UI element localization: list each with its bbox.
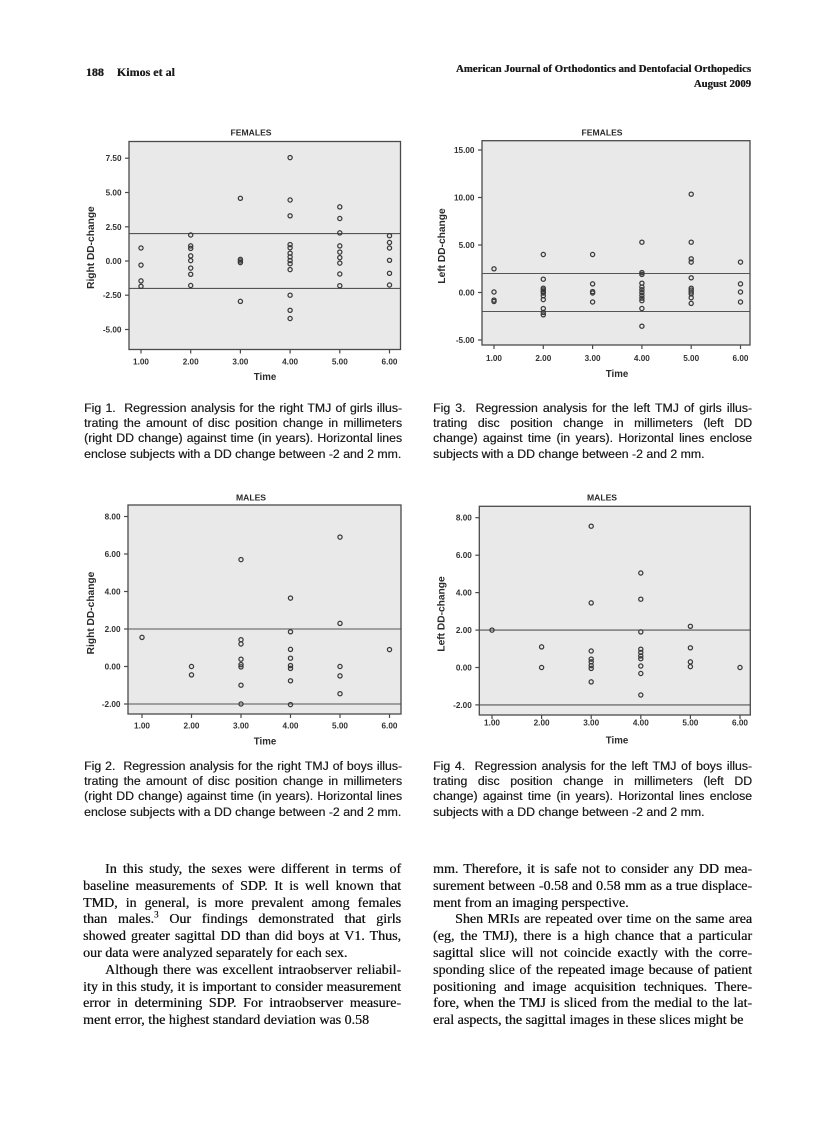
svg-text:6.00: 6.00 [456,551,472,560]
svg-text:1.00: 1.00 [486,354,502,363]
svg-text:6.00: 6.00 [105,550,121,559]
svg-text:MALES: MALES [587,493,617,503]
svg-text:-5.00: -5.00 [103,326,122,335]
svg-text:10.00: 10.00 [454,194,475,203]
svg-text:4.00: 4.00 [282,358,298,367]
svg-text:-2.00: -2.00 [453,701,472,710]
svg-text:2.50: 2.50 [106,223,122,232]
svg-text:-5.00: -5.00 [456,336,475,345]
svg-text:5.00: 5.00 [683,354,699,363]
svg-text:8.00: 8.00 [456,514,472,523]
svg-text:0.00: 0.00 [105,663,121,672]
svg-text:Time: Time [254,737,277,748]
svg-text:0.00: 0.00 [106,257,122,266]
svg-text:4.00: 4.00 [105,588,121,597]
svg-text:2.00: 2.00 [105,625,121,634]
svg-text:1.00: 1.00 [484,719,500,728]
svg-text:2.00: 2.00 [183,358,199,367]
svg-text:0.00: 0.00 [456,664,472,673]
svg-text:Left DD-change: Left DD-change [436,576,447,652]
svg-text:FEMALES: FEMALES [581,128,622,138]
svg-text:2.00: 2.00 [535,354,551,363]
svg-text:4.00: 4.00 [633,719,649,728]
svg-text:6.00: 6.00 [382,722,398,731]
svg-text:Right DD-change: Right DD-change [86,206,97,289]
svg-text:3.00: 3.00 [583,719,599,728]
svg-text:7.50: 7.50 [106,154,122,163]
svg-text:-2.00: -2.00 [102,700,121,709]
svg-text:8.00: 8.00 [105,513,121,522]
svg-text:2.00: 2.00 [456,626,472,635]
svg-text:FEMALES: FEMALES [230,128,271,138]
svg-text:0.00: 0.00 [459,289,475,298]
svg-text:15.00: 15.00 [454,146,475,155]
svg-text:2.00: 2.00 [534,719,550,728]
svg-text:Left DD-change: Left DD-change [437,208,448,284]
svg-text:6.00: 6.00 [733,354,749,363]
svg-text:5.00: 5.00 [682,719,698,728]
svg-text:1.00: 1.00 [134,722,150,731]
svg-text:4.00: 4.00 [634,354,650,363]
svg-text:Time: Time [254,372,277,383]
svg-text:3.00: 3.00 [585,354,601,363]
svg-text:4.00: 4.00 [283,722,299,731]
svg-text:MALES: MALES [236,493,266,503]
svg-text:5.00: 5.00 [459,241,475,250]
svg-text:5.00: 5.00 [332,358,348,367]
svg-text:Right DD-change: Right DD-change [86,571,97,654]
svg-text:3.00: 3.00 [233,722,249,731]
svg-text:5.00: 5.00 [106,189,122,198]
svg-text:Time: Time [606,736,629,747]
svg-text:6.00: 6.00 [382,358,398,367]
svg-text:1.00: 1.00 [133,358,149,367]
svg-text:3.00: 3.00 [232,358,248,367]
svg-text:-2.50: -2.50 [103,291,122,300]
svg-text:5.00: 5.00 [332,722,348,731]
svg-text:6.00: 6.00 [732,719,748,728]
svg-text:Time: Time [606,369,629,380]
svg-text:2.00: 2.00 [184,722,200,731]
svg-text:4.00: 4.00 [456,589,472,598]
